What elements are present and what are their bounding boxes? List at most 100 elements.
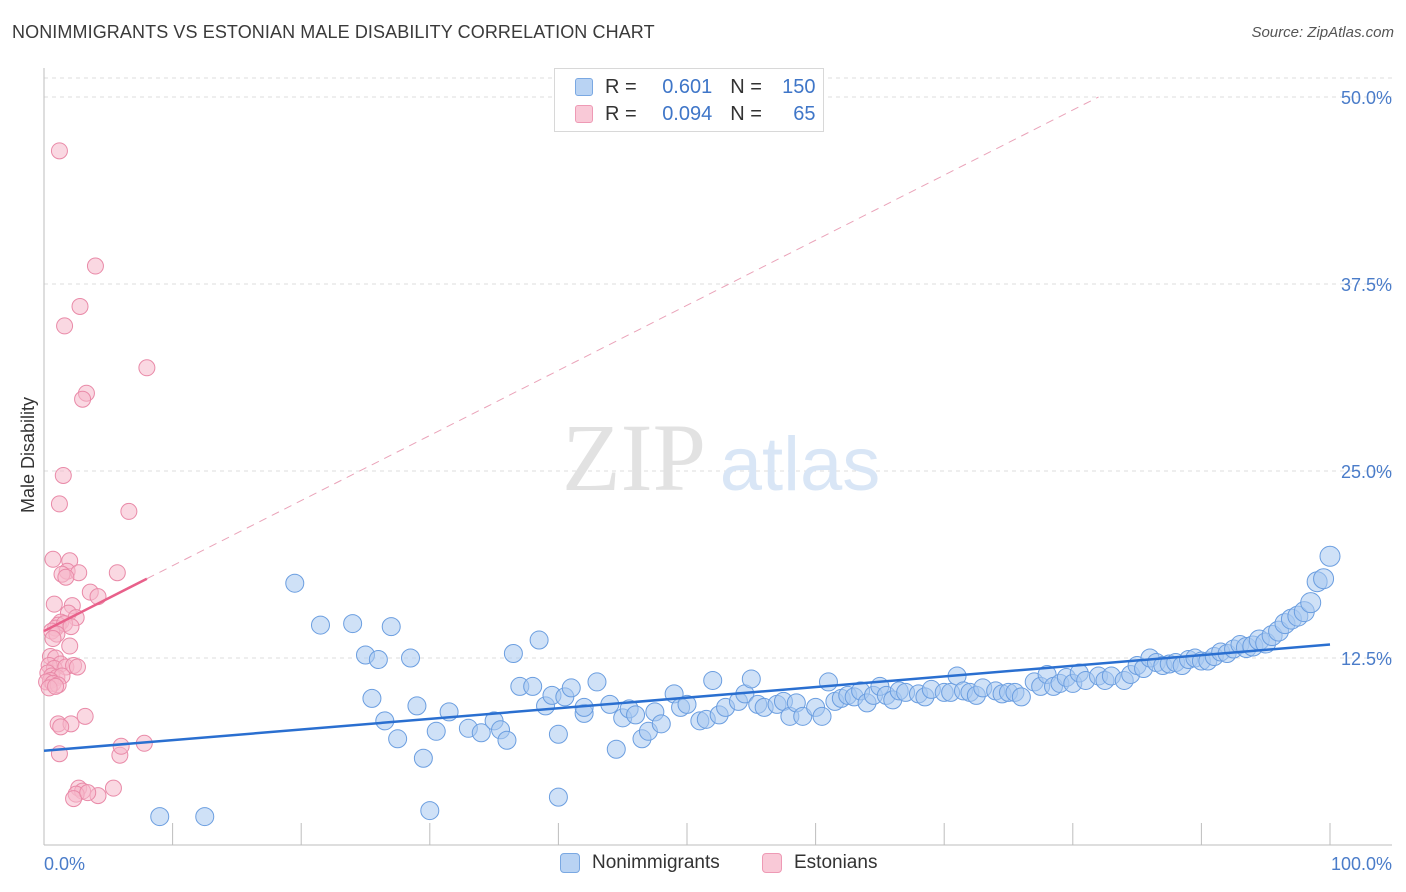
nonimmigrants-point [368, 649, 388, 669]
estonians-point [57, 568, 75, 586]
nonimmigrants-point [529, 630, 549, 650]
y-tick-label: 25.0% [1341, 462, 1392, 482]
estonians-point [56, 317, 74, 335]
x-tick-label: 100.0% [1331, 854, 1392, 874]
estonians-point [120, 502, 138, 520]
nonimmigrants-trend-line [43, 643, 1331, 752]
nonimmigrants-point [818, 672, 838, 692]
estonians-point [61, 637, 79, 655]
nonimmigrants-point [548, 724, 568, 744]
watermark-zip: ZIP [562, 404, 706, 511]
legend-n-label: N = [730, 75, 762, 98]
nonimmigrants-point [381, 617, 401, 637]
estonians-point [138, 359, 156, 377]
nonimmigrants-point [1300, 592, 1322, 614]
nonimmigrants-point [606, 739, 626, 759]
watermark: ZIP atlas [562, 404, 880, 511]
legend-r-label: R = [605, 102, 637, 125]
axes [43, 68, 1392, 846]
grid-lines [44, 77, 1392, 659]
nonimmigrants-point [362, 688, 382, 708]
estonians-points [38, 142, 156, 808]
nonimmigrants-point [626, 705, 646, 725]
nonimmigrants-point [343, 614, 363, 634]
estonians-point [104, 779, 122, 797]
series-legend-label: Estonians [794, 852, 878, 873]
y-axis-label: Male Disability [18, 397, 38, 513]
y-tick-label: 50.0% [1341, 88, 1392, 108]
nonimmigrants-point [1313, 568, 1335, 590]
nonimmigrants-point [420, 801, 440, 821]
series-swatch-pink [762, 853, 782, 873]
nonimmigrants-point [1011, 687, 1031, 707]
nonimmigrants-point [195, 807, 215, 827]
correlation-legend: R = 0.601 N = 150 R = 0.094 N = 65 [554, 68, 824, 132]
series-swatch-blue [560, 853, 580, 873]
estonians-trend-line [43, 577, 148, 633]
nonimmigrants-points [150, 545, 1341, 827]
trend-lines [43, 577, 1331, 752]
nonimmigrants-point [561, 678, 581, 698]
nonimmigrants-point [413, 748, 433, 768]
estonians-point [45, 595, 63, 613]
estonians-point [86, 257, 104, 275]
estonians-point [112, 737, 130, 755]
watermark-atlas: atlas [720, 422, 881, 507]
estonians-point [54, 466, 72, 484]
source-label: Source: ZipAtlas.com [1251, 24, 1394, 41]
nonimmigrants-point [310, 615, 330, 635]
y-tick-label: 12.5% [1341, 649, 1392, 669]
nonimmigrants-point [741, 669, 761, 689]
nonimmigrants-point [407, 696, 427, 716]
nonimmigrants-point [503, 644, 523, 664]
legend-swatch-blue [575, 78, 593, 96]
estonians-trend-dashed [146, 96, 1099, 580]
legend-n-value: 150 [782, 75, 816, 98]
estonians-point [79, 784, 97, 802]
legend-n-label: N = [730, 102, 762, 125]
series-legend-estonians: Estonians [762, 852, 877, 874]
y-tick-labels: 12.5% 25.0% 37.5% 50.0% [1341, 88, 1392, 669]
nonimmigrants-point [523, 676, 543, 696]
estonians-point [52, 718, 70, 736]
estonians-point [65, 790, 83, 808]
nonimmigrants-point [587, 672, 607, 692]
estonians-point [76, 707, 94, 725]
nonimmigrants-point [388, 729, 408, 749]
nonimmigrants-point [1319, 545, 1341, 567]
series-legend-label: Nonimmigrants [592, 852, 720, 873]
estonians-point [44, 630, 62, 648]
nonimmigrants-point [497, 730, 517, 750]
estonians-point [47, 677, 65, 695]
nonimmigrants-point [285, 573, 305, 593]
x-tick-labels: 0.0% 100.0% [44, 854, 1392, 874]
chart-title: NONIMMIGRANTS VS ESTONIAN MALE DISABILIT… [12, 22, 655, 42]
nonimmigrants-point [651, 714, 671, 734]
nonimmigrants-point [471, 723, 491, 743]
legend-r-value: 0.094 [662, 102, 713, 125]
legend-r-label: R = [605, 75, 637, 98]
estonians-trend-extension [146, 96, 1099, 580]
estonians-point [68, 658, 86, 676]
legend-r-value: 0.601 [662, 75, 713, 98]
estonians-point [50, 142, 68, 160]
estonians-point [71, 297, 89, 315]
nonimmigrants-point [677, 694, 697, 714]
legend-row-estonians: R = 0.094 N = 65 [575, 101, 816, 127]
nonimmigrants-point [150, 807, 170, 827]
legend-row-nonimmigrants: R = 0.601 N = 150 [575, 74, 816, 100]
estonians-point [50, 495, 68, 513]
series-legend-nonimmigrants: Nonimmigrants [560, 852, 720, 874]
y-tick-label: 37.5% [1341, 275, 1392, 295]
estonians-point [108, 564, 126, 582]
estonians-point [44, 550, 62, 568]
estonians-point [74, 390, 92, 408]
series-legend: Nonimmigrants Estonians [0, 852, 1406, 878]
legend-swatch-pink [575, 105, 593, 123]
nonimmigrants-point [426, 721, 446, 741]
nonimmigrants-point [812, 706, 832, 726]
nonimmigrants-point [401, 648, 421, 668]
x-tick-label: 0.0% [44, 854, 85, 874]
legend-n-value: 65 [793, 102, 816, 125]
